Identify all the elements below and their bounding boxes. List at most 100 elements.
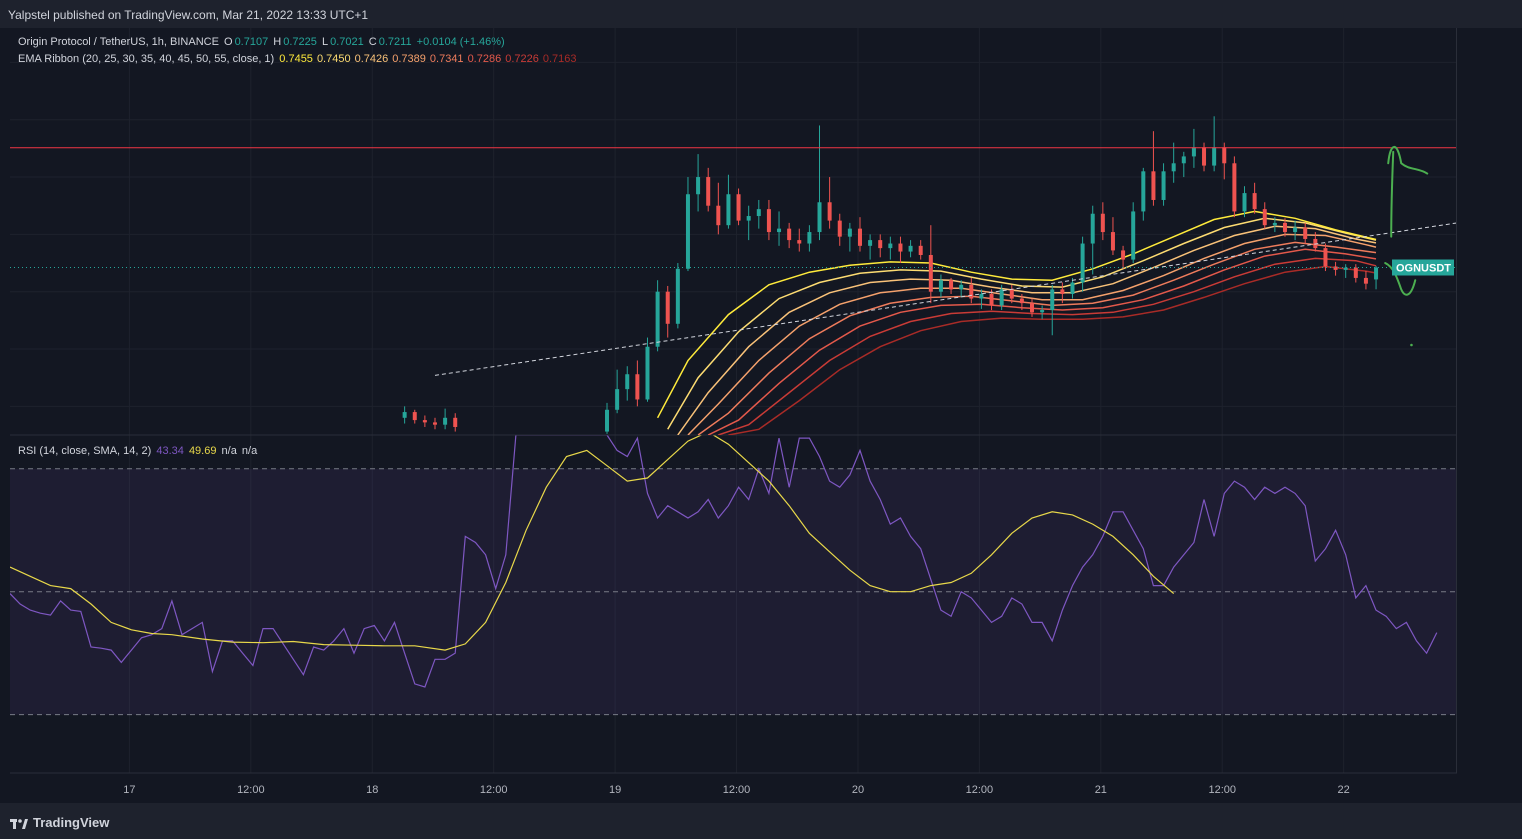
candle-body[interactable] — [868, 240, 872, 246]
candle-body[interactable] — [767, 209, 771, 232]
ema-line-30[interactable] — [678, 226, 1376, 435]
candle-body[interactable] — [676, 269, 680, 324]
candle-body[interactable] — [1323, 248, 1327, 266]
time-tick-label: 12:00 — [1208, 784, 1236, 796]
candle-body[interactable] — [1182, 156, 1186, 163]
candle-body[interactable] — [1172, 163, 1176, 171]
candle-body[interactable] — [403, 412, 407, 418]
support-trendline[interactable] — [435, 223, 1457, 375]
candle-body[interactable] — [777, 229, 781, 232]
candle-body[interactable] — [878, 240, 882, 248]
candle-body[interactable] — [716, 206, 720, 225]
candle-body[interactable] — [1263, 209, 1267, 225]
candle-body[interactable] — [706, 177, 710, 206]
candle-body[interactable] — [1222, 147, 1226, 163]
candle-body[interactable] — [1202, 147, 1206, 165]
candle-body[interactable] — [1060, 289, 1064, 294]
candle-body[interactable] — [888, 244, 892, 249]
candle-body[interactable] — [747, 216, 751, 221]
candle-body[interactable] — [1081, 244, 1085, 283]
candle-body[interactable] — [979, 294, 983, 299]
candle-body[interactable] — [413, 412, 417, 420]
candle-body[interactable] — [1243, 193, 1247, 211]
candle-body[interactable] — [929, 255, 933, 292]
candle-body[interactable] — [787, 229, 791, 240]
candle-body[interactable] — [1334, 266, 1338, 269]
candle-body[interactable] — [1253, 193, 1257, 209]
symbol-title[interactable]: Origin Protocol / TetherUS, 1h, BINANCE — [18, 36, 219, 48]
candle-body[interactable] — [1232, 163, 1236, 211]
candle-body[interactable] — [990, 294, 994, 305]
candle-body[interactable] — [1040, 310, 1044, 312]
candle-body[interactable] — [1010, 289, 1014, 298]
candle-body[interactable] — [1020, 299, 1024, 304]
candle-body[interactable] — [696, 177, 700, 194]
candle-body[interactable] — [1273, 223, 1277, 225]
ema-line-45[interactable] — [708, 249, 1376, 435]
candle-body[interactable] — [1162, 171, 1166, 200]
candle-body[interactable] — [1151, 171, 1155, 200]
candle-body[interactable] — [453, 418, 457, 427]
chart-area[interactable]: 0.90000.85000.80000.75000.70000.65000.60… — [10, 28, 1457, 803]
candle-body[interactable] — [848, 229, 852, 237]
candle-body[interactable] — [1192, 147, 1196, 156]
candle-body[interactable] — [1344, 268, 1348, 270]
candle-body[interactable] — [1070, 283, 1074, 294]
candle-body[interactable] — [433, 422, 437, 424]
candle-body[interactable] — [1131, 211, 1135, 259]
candle-body[interactable] — [828, 202, 832, 220]
candle-body[interactable] — [1141, 171, 1145, 211]
candle-body[interactable] — [443, 418, 447, 425]
candle-body[interactable] — [1111, 232, 1115, 250]
candle-body[interactable] — [818, 202, 822, 232]
ema-label[interactable]: EMA Ribbon (20, 25, 30, 35, 40, 45, 50, … — [18, 53, 274, 65]
ema-value: 0.7455 — [279, 53, 313, 65]
candle-body[interactable] — [635, 374, 639, 399]
candle-body[interactable] — [909, 246, 913, 252]
ema-value: 0.7389 — [392, 53, 426, 65]
candle-body[interactable] — [737, 194, 741, 220]
candle-body[interactable] — [615, 389, 619, 410]
tradingview-logo[interactable]: TradingView — [10, 815, 109, 830]
candle-body[interactable] — [1374, 267, 1378, 279]
candle-body[interactable] — [969, 285, 973, 299]
candle-body[interactable] — [1091, 214, 1095, 244]
candle-body[interactable] — [1030, 303, 1034, 312]
candle-body[interactable] — [959, 285, 963, 290]
candle-body[interactable] — [1354, 268, 1358, 278]
candle-body[interactable] — [797, 240, 801, 243]
rsi-label[interactable]: RSI (14, close, SMA, 14, 2) — [18, 445, 151, 457]
ema-line-20[interactable] — [658, 211, 1376, 417]
candle-body[interactable] — [919, 246, 923, 255]
candle-body[interactable] — [1303, 227, 1307, 238]
annotation-up-arrow[interactable] — [1388, 147, 1427, 237]
candle-body[interactable] — [1000, 289, 1004, 305]
candle-body[interactable] — [1283, 223, 1287, 232]
candle-body[interactable] — [625, 374, 629, 389]
ema-line-50[interactable] — [718, 258, 1376, 435]
candle-body[interactable] — [949, 280, 953, 289]
rsi-legend: RSI (14, close, SMA, 14, 2) 43.34 49.69 … — [18, 445, 259, 457]
candle-body[interactable] — [1121, 250, 1125, 259]
candle-body[interactable] — [757, 209, 761, 216]
candle-body[interactable] — [1364, 278, 1368, 284]
ema-line-25[interactable] — [668, 218, 1376, 429]
candle-body[interactable] — [656, 292, 660, 347]
annotation-dot — [1410, 344, 1413, 347]
candle-body[interactable] — [939, 280, 943, 291]
candle-body[interactable] — [1293, 227, 1297, 232]
candle-body[interactable] — [898, 244, 902, 252]
candle-body[interactable] — [1050, 289, 1054, 310]
candle-body[interactable] — [1212, 147, 1216, 165]
candle-body[interactable] — [423, 420, 427, 422]
candle-body[interactable] — [858, 229, 862, 246]
candle-body[interactable] — [807, 232, 811, 243]
candle-body[interactable] — [666, 292, 670, 324]
candle-body[interactable] — [686, 194, 690, 269]
candle-body[interactable] — [838, 221, 842, 237]
candle-body[interactable] — [605, 410, 609, 432]
chart-canvas[interactable]: 0.90000.85000.80000.75000.70000.65000.60… — [10, 28, 1457, 803]
candle-body[interactable] — [1101, 214, 1105, 232]
candle-body[interactable] — [645, 347, 649, 400]
candle-body[interactable] — [726, 194, 730, 225]
